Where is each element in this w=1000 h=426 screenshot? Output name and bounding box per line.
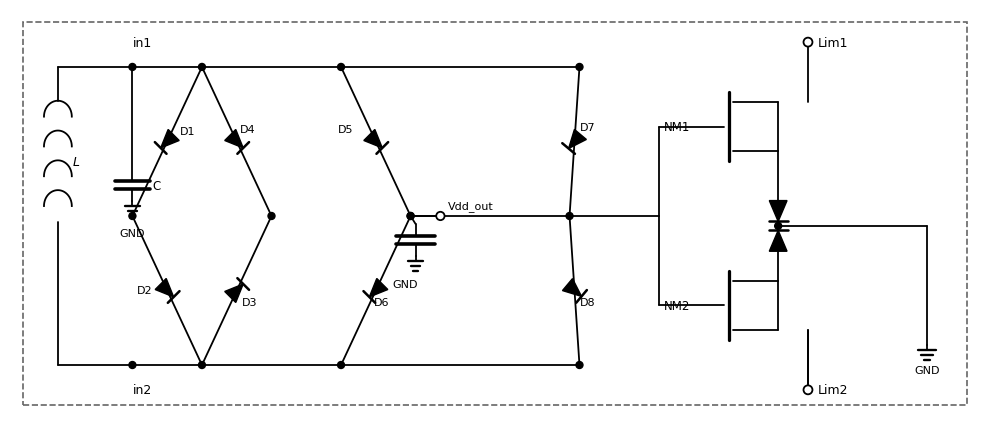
Circle shape [338, 64, 345, 71]
Polygon shape [569, 130, 586, 149]
Text: GND: GND [914, 365, 940, 375]
Polygon shape [225, 130, 243, 149]
Circle shape [407, 213, 414, 220]
Text: Vdd_out: Vdd_out [448, 201, 494, 212]
Circle shape [804, 386, 812, 394]
Text: NM2: NM2 [664, 299, 690, 312]
Circle shape [129, 64, 136, 71]
Text: GND: GND [120, 228, 145, 238]
Circle shape [129, 213, 136, 220]
Text: Lim2: Lim2 [818, 383, 848, 397]
Circle shape [407, 213, 414, 220]
Circle shape [775, 223, 782, 230]
Circle shape [198, 362, 205, 368]
Circle shape [576, 64, 583, 71]
Circle shape [129, 362, 136, 368]
Polygon shape [562, 279, 582, 296]
Circle shape [566, 213, 573, 220]
Polygon shape [769, 231, 787, 252]
Polygon shape [225, 284, 243, 303]
Text: NM1: NM1 [664, 121, 690, 134]
Text: C: C [152, 179, 161, 192]
Text: D2: D2 [137, 286, 153, 296]
Polygon shape [769, 201, 787, 222]
Text: D5: D5 [338, 124, 354, 134]
Circle shape [576, 362, 583, 368]
Circle shape [804, 39, 812, 47]
Text: L: L [73, 155, 80, 168]
Polygon shape [364, 130, 382, 149]
Text: in2: in2 [132, 383, 152, 397]
Text: in1: in1 [132, 37, 152, 49]
Text: D4: D4 [240, 124, 255, 134]
Polygon shape [369, 279, 388, 297]
Circle shape [198, 64, 205, 71]
Circle shape [436, 212, 445, 221]
Circle shape [338, 362, 345, 368]
Text: Lim1: Lim1 [818, 37, 848, 49]
Circle shape [268, 213, 275, 220]
Polygon shape [161, 130, 179, 149]
Text: D1: D1 [180, 126, 196, 136]
Polygon shape [155, 279, 174, 297]
Text: D3: D3 [242, 298, 257, 308]
Text: GND: GND [393, 279, 418, 289]
Text: D7: D7 [579, 122, 595, 132]
Text: D8: D8 [579, 298, 595, 308]
Text: D6: D6 [374, 298, 389, 308]
